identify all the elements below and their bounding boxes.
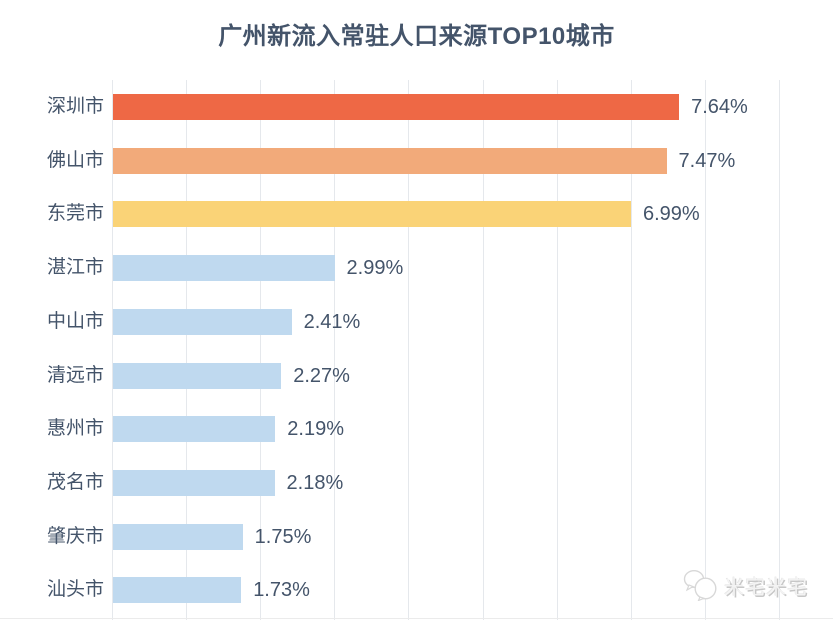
gridline xyxy=(778,80,780,620)
category-label: 惠州市 xyxy=(46,418,104,440)
gridline xyxy=(334,80,336,620)
bar xyxy=(113,523,243,550)
value-label: 1.73% xyxy=(253,579,310,602)
bar-row: 湛江市 2.99% xyxy=(0,255,833,282)
gridline xyxy=(556,80,558,620)
bar-row: 惠州市 2.19% xyxy=(0,416,833,443)
bar-row: 佛山市 7.47% xyxy=(0,147,833,174)
category-label: 中山市 xyxy=(46,310,104,332)
category-label: 汕头市 xyxy=(46,579,104,601)
wechat-watermark-icon xyxy=(683,569,717,601)
gridline xyxy=(482,80,484,620)
bar xyxy=(113,416,276,443)
gridline xyxy=(408,80,410,620)
value-label: 2.99% xyxy=(346,257,404,280)
category-label: 东莞市 xyxy=(46,203,104,225)
category-label: 湛江市 xyxy=(46,257,104,279)
gridline xyxy=(186,80,188,620)
value-label: 7.64% xyxy=(691,96,748,118)
bar xyxy=(113,94,680,120)
plot-area: 深圳市 7.64% 佛山市 7.47% 东莞市 6.99% 湛江市 2.99% 中山市 2.41%… xyxy=(0,80,833,620)
gridline xyxy=(260,80,262,620)
bar-row: 肇庆市 1.75% xyxy=(0,523,833,550)
bar xyxy=(113,201,631,228)
chart-title: 广州新流入常驻人口来源TOP10城市 xyxy=(218,23,615,50)
bar xyxy=(113,362,282,389)
axis-baseline xyxy=(0,618,833,619)
bar-row: 深圳市 7.64% xyxy=(0,94,833,120)
value-label: 1.75% xyxy=(254,525,312,548)
bar-row: 中山市 2.41% xyxy=(0,308,833,335)
gridline xyxy=(704,80,706,620)
gridline xyxy=(112,80,113,620)
watermark: 米宅米宅 xyxy=(682,569,808,601)
category-label: 佛山市 xyxy=(46,149,104,171)
value-label: 2.27% xyxy=(293,364,350,387)
value-label: 2.19% xyxy=(287,418,344,441)
category-label: 肇庆市 xyxy=(46,525,104,547)
bar-row: 东莞市 6.99% xyxy=(0,201,833,228)
category-label: 深圳市 xyxy=(46,96,104,117)
bar xyxy=(113,470,275,497)
category-label: 茂名市 xyxy=(46,472,104,494)
value-label: 6.99% xyxy=(642,203,700,226)
value-label: 7.47% xyxy=(678,149,736,172)
bar-row: 汕头市 1.73% xyxy=(0,577,833,604)
bar-row: 清远市 2.27% xyxy=(0,362,833,389)
bar xyxy=(113,147,667,174)
gridline xyxy=(630,80,632,620)
bar-row: 茂名市 2.18% xyxy=(0,470,833,497)
bar xyxy=(113,308,292,335)
bar xyxy=(113,255,335,282)
value-label: 2.41% xyxy=(303,310,361,333)
watermark-text: 米宅米宅 xyxy=(724,576,808,599)
bar xyxy=(113,577,242,604)
category-label: 清远市 xyxy=(46,364,104,386)
value-label: 2.18% xyxy=(286,472,344,495)
